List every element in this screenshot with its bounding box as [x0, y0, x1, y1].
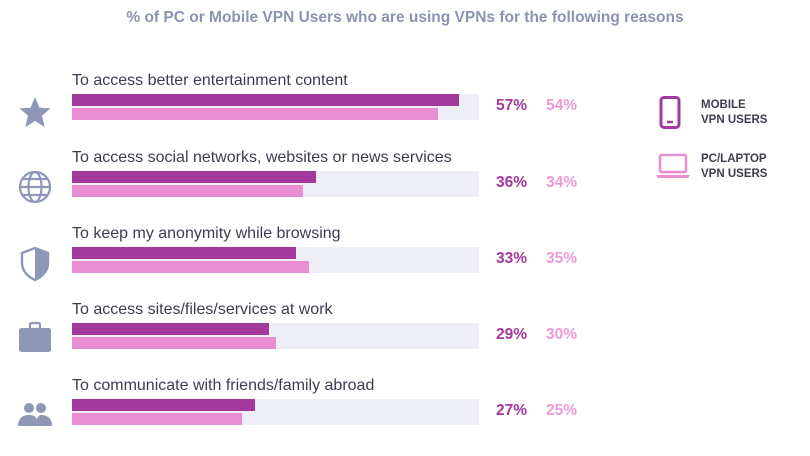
chart-row: To access better entertainment content 57…	[0, 72, 640, 148]
chart-row: To communicate with friends/family abroa…	[0, 377, 640, 453]
legend-mobile-line2: VPN USERS	[701, 114, 768, 126]
value-label-pc: 25%	[546, 402, 578, 419]
bar-pc	[72, 337, 276, 349]
value-label-mobile: 36%	[496, 174, 528, 191]
bar-pc	[72, 413, 242, 425]
chart-row: To keep my anonymity while browsing 33% 35…	[0, 225, 640, 301]
legend-mobile-line1: MOBILE	[701, 99, 746, 111]
bar-pc	[72, 185, 303, 197]
bar-mobile	[72, 171, 317, 183]
mobile-phone-icon	[659, 96, 681, 129]
legend-pc-line1: PC/LAPTOP	[701, 153, 767, 165]
bar-mobile	[72, 323, 269, 335]
category-label: To access better entertainment content	[72, 72, 348, 89]
bar-mobile	[72, 399, 256, 411]
people-icon	[16, 396, 54, 434]
bar-track	[72, 399, 479, 425]
value-label-pc: 30%	[546, 326, 578, 343]
bar-mobile	[72, 247, 296, 259]
bar-mobile	[72, 94, 459, 106]
globe-icon	[16, 168, 54, 206]
legend-item-pc: PC/LAPTOP VPN USERS	[655, 150, 805, 190]
briefcase-icon	[16, 318, 54, 356]
value-label-pc: 54%	[546, 97, 578, 114]
category-label: To communicate with friends/family abroa…	[72, 377, 375, 394]
bar-track	[72, 323, 479, 349]
value-label-mobile: 33%	[496, 250, 528, 267]
category-label: To access sites/files/services at work	[72, 301, 333, 318]
chart-row: To access sites/files/services at work 29…	[0, 301, 640, 377]
value-label-pc: 35%	[546, 250, 578, 267]
bar-track	[72, 247, 479, 273]
chart-row: To access social networks, websites or n…	[0, 149, 640, 225]
legend-pc-line2: VPN USERS	[701, 168, 768, 180]
bar-pc	[72, 108, 439, 120]
bar-track	[72, 171, 479, 197]
bar-track	[72, 94, 479, 120]
category-label: To access social networks, websites or n…	[72, 149, 452, 166]
star-icon	[16, 94, 54, 132]
shield-icon	[16, 245, 54, 283]
value-label-mobile: 27%	[496, 402, 528, 419]
laptop-icon	[656, 153, 690, 178]
value-label-pc: 34%	[546, 174, 578, 191]
value-label-mobile: 57%	[496, 97, 528, 114]
legend-item-mobile: MOBILE VPN USERS	[655, 96, 805, 136]
bar-pc	[72, 261, 310, 273]
chart-title: % of PC or Mobile VPN Users who are usin…	[126, 9, 684, 26]
category-label: To keep my anonymity while browsing	[72, 225, 341, 242]
value-label-mobile: 29%	[496, 326, 528, 343]
